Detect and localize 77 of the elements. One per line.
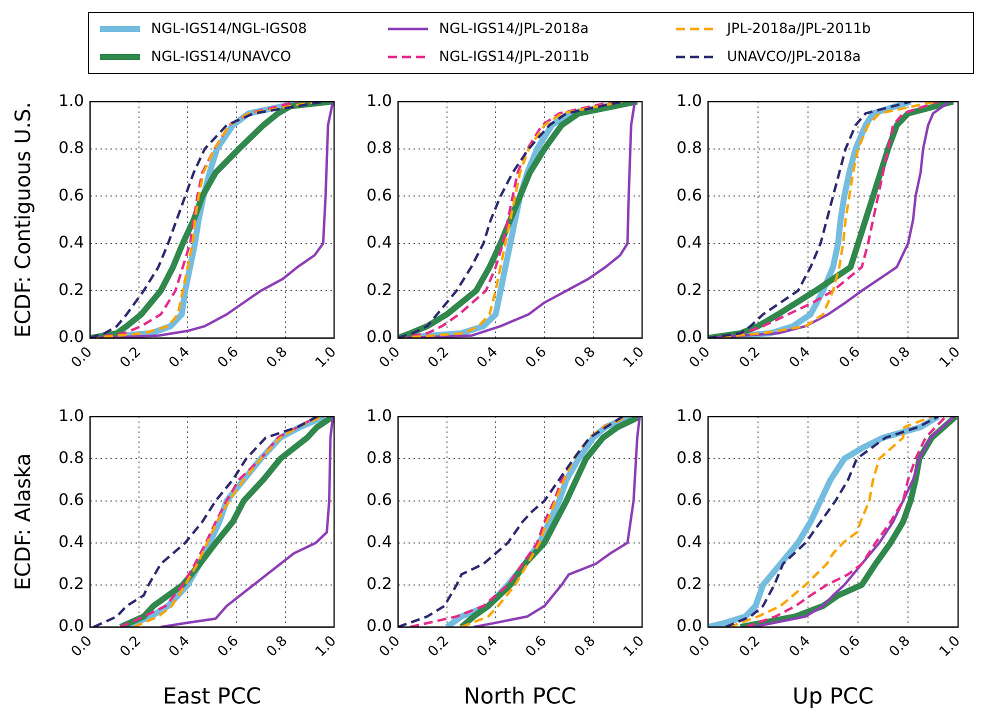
y-tick-label: 0.2 xyxy=(366,574,392,594)
x-tick-label: 0.6 xyxy=(836,632,864,660)
x-tick-label: 0.6 xyxy=(214,632,242,660)
y-tick-label: 0.6 xyxy=(58,185,84,204)
x-tick-label: 0.8 xyxy=(264,344,291,372)
y-tick-label: 0.8 xyxy=(676,448,702,467)
x-tick-label: 0.8 xyxy=(572,344,599,372)
x-tick-label: 1.0 xyxy=(620,344,648,372)
y-tick-label: 0.8 xyxy=(366,138,392,158)
y-tick-label: 1.0 xyxy=(366,90,392,110)
y-tick-label: 0.0 xyxy=(366,616,392,636)
x-tick-label: 0.4 xyxy=(786,632,814,660)
x-tick-label: 0.6 xyxy=(522,344,550,372)
y-tick-label: 0.0 xyxy=(676,327,702,346)
x-tick-label: 0.4 xyxy=(786,344,814,372)
y-tick-label: 0.6 xyxy=(366,490,392,509)
legend-label: NGL-IGS14/UNAVCO xyxy=(151,49,292,65)
y-axis-title: ECDF: Contiguous U.S. xyxy=(11,102,36,338)
y-tick-label: 0.6 xyxy=(676,490,702,509)
legend-label: NGL-IGS14/JPL-2018a xyxy=(439,21,589,37)
x-tick-label: 1.0 xyxy=(620,633,648,660)
y-tick-label: 0.2 xyxy=(58,574,84,594)
x-tick-label: 0.4 xyxy=(474,344,502,372)
y-tick-label: 0.2 xyxy=(58,280,84,299)
y-tick-label: 1.0 xyxy=(676,90,702,110)
x-tick-label: 0.2 xyxy=(117,344,144,372)
y-tick-label: 0.4 xyxy=(58,232,84,252)
y-tick-label: 0.6 xyxy=(676,185,702,204)
x-tick-label: 0.8 xyxy=(886,344,914,372)
x-tick-label: 0.2 xyxy=(736,344,764,372)
x-tick-label: 0.2 xyxy=(425,633,452,660)
x-tick-label: 0.8 xyxy=(264,633,291,660)
y-tick-label: 0.4 xyxy=(676,232,702,252)
x-tick-label: 1.0 xyxy=(936,633,964,660)
y-tick-label: 0.8 xyxy=(676,138,702,158)
x-tick-label: 0.6 xyxy=(214,344,242,372)
x-tick-label: 0.2 xyxy=(425,344,452,372)
y-tick-label: 1.0 xyxy=(58,406,84,425)
y-tick-label: 0.6 xyxy=(366,185,392,204)
y-tick-label: 0.8 xyxy=(58,448,84,467)
y-tick-label: 0.0 xyxy=(366,327,392,346)
y-tick-label: 0.8 xyxy=(366,448,392,467)
y-tick-label: 1.0 xyxy=(58,90,84,110)
x-axis-title: Up PCC xyxy=(792,684,874,710)
y-tick-label: 0.2 xyxy=(676,280,702,299)
x-tick-label: 0.6 xyxy=(522,632,550,660)
x-tick-label: 1.0 xyxy=(312,633,340,660)
x-tick-label: 0.6 xyxy=(836,344,864,372)
y-tick-label: 0.2 xyxy=(676,574,702,594)
legend-label: NGL-IGS14/NGL-IGS08 xyxy=(151,21,307,37)
y-tick-label: 0.4 xyxy=(676,532,702,551)
x-tick-label: 0.2 xyxy=(736,633,764,660)
y-tick-label: 0.0 xyxy=(58,616,84,636)
y-axis-title: ECDF: Alaska xyxy=(11,453,36,590)
y-tick-label: 0.8 xyxy=(58,138,84,158)
legend-label: NGL-IGS14/JPL-2011b xyxy=(439,49,590,65)
y-tick-label: 0.4 xyxy=(58,532,84,551)
x-tick-label: 0.2 xyxy=(117,633,144,660)
legend-label: UNAVCO/JPL-2018a xyxy=(727,49,861,65)
y-tick-label: 1.0 xyxy=(366,406,392,425)
x-tick-label: 1.0 xyxy=(936,344,964,372)
x-tick-label: 1.0 xyxy=(312,344,340,372)
x-tick-label: 0.8 xyxy=(886,633,914,660)
x-tick-label: 0.4 xyxy=(166,344,194,372)
y-tick-label: 0.4 xyxy=(366,232,392,252)
legend-label: JPL-2018a/JPL-2011b xyxy=(727,21,871,37)
x-tick-label: 0.4 xyxy=(474,632,502,660)
y-tick-label: 1.0 xyxy=(676,406,702,425)
x-axis-title: East PCC xyxy=(162,684,262,710)
y-tick-label: 0.2 xyxy=(366,280,392,299)
x-tick-label: 0.8 xyxy=(572,633,599,660)
y-tick-label: 0.0 xyxy=(58,327,84,346)
x-axis-title: North PCC xyxy=(464,684,576,710)
y-tick-label: 0.6 xyxy=(58,490,84,509)
y-tick-label: 0.0 xyxy=(676,616,702,636)
y-tick-label: 0.4 xyxy=(366,532,392,551)
x-tick-label: 0.4 xyxy=(166,632,194,660)
